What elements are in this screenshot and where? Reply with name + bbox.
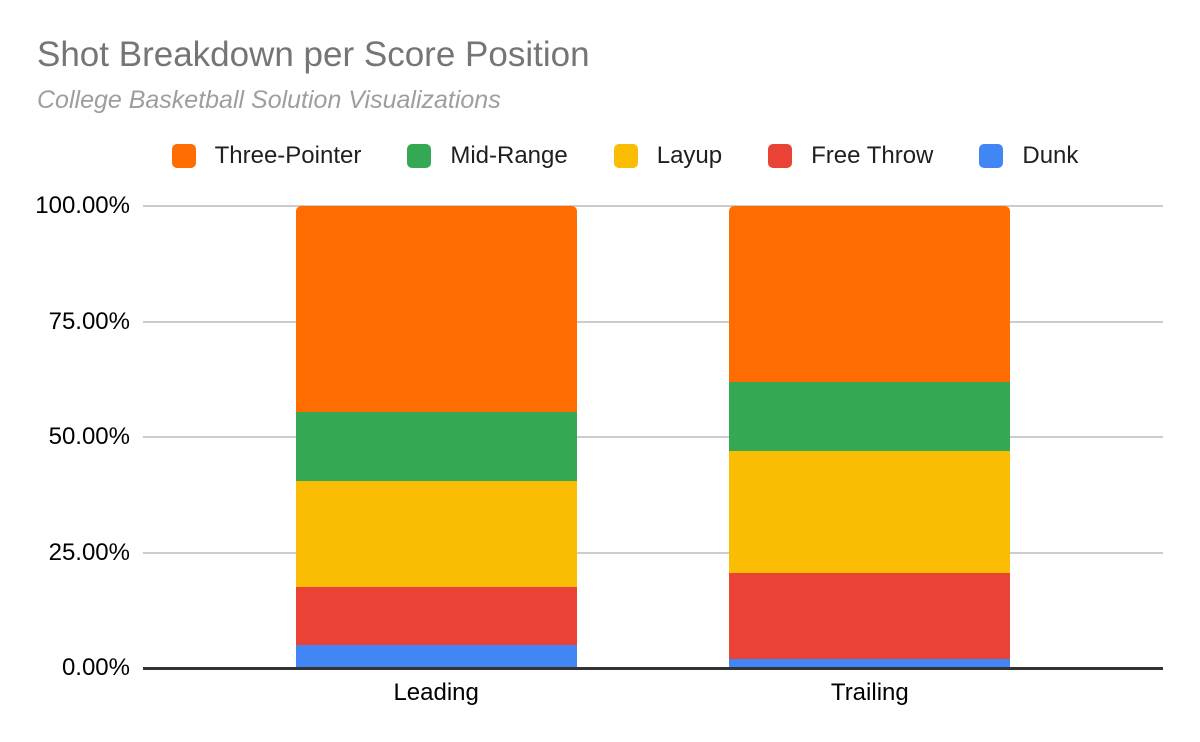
x-axis-line	[143, 667, 1163, 670]
chart-title: Shot Breakdown per Score Position	[37, 35, 590, 74]
bars	[143, 206, 1163, 668]
bar-trailing	[729, 206, 1011, 668]
gridline-100	[143, 205, 1163, 207]
legend-item-mid-range[interactable]: Mid-Range	[407, 142, 568, 170]
legend-label-dunk: Dunk	[1022, 142, 1079, 169]
bar-leading-segment-dunk[interactable]	[295, 644, 577, 668]
legend-swatch-dunk	[979, 144, 1004, 168]
chart-subtitle: College Basketball Solution Visualizatio…	[37, 86, 501, 114]
legend-swatch-three-pointer	[171, 144, 196, 168]
legend-label-free-throw: Free Throw	[811, 142, 934, 169]
legend: Three-Pointer Mid-Range Layup Free Throw Dun…	[0, 142, 1200, 170]
bar-leading-segment-mid-range[interactable]	[295, 411, 577, 481]
bar-leading	[295, 206, 577, 668]
y-tick-label-25: 25.00%	[48, 538, 130, 566]
gridline-25	[143, 551, 1163, 554]
gridline-75	[143, 320, 1163, 323]
legend-item-dunk[interactable]: Dunk	[979, 142, 1078, 170]
legend-swatch-free-throw	[768, 144, 793, 168]
x-label-leading: Leading	[393, 679, 479, 706]
legend-label-three-pointer: Three-Pointer	[214, 142, 362, 169]
legend-label-mid-range: Mid-Range	[450, 142, 568, 169]
bar-trailing-segment-free-throw[interactable]	[729, 573, 1011, 659]
legend-swatch-mid-range	[407, 144, 432, 168]
legend-label-layup: Layup	[656, 142, 723, 169]
y-tick-label-0: 0.00%	[61, 654, 130, 681]
bar-trailing-segment-layup[interactable]	[729, 450, 1011, 574]
y-tick-label-100: 100.00%	[35, 192, 130, 219]
legend-item-layup[interactable]: Layup	[613, 142, 723, 170]
y-tick-label-50: 50.00%	[48, 423, 130, 450]
x-label-trailing: Trailing	[830, 679, 909, 706]
bar-trailing-segment-three-pointer[interactable]	[729, 206, 1011, 382]
legend-item-three-pointer[interactable]: Three-Pointer	[171, 142, 362, 170]
bar-leading-segment-layup[interactable]	[295, 480, 577, 588]
bar-leading-segment-free-throw[interactable]	[295, 587, 577, 645]
y-tick-label-75: 75.00%	[48, 307, 130, 335]
bar-trailing-segment-mid-range[interactable]	[729, 381, 1011, 451]
bar-trailing-segment-dunk[interactable]	[729, 658, 1011, 668]
legend-swatch-layup	[613, 144, 638, 168]
bar-leading-segment-three-pointer[interactable]	[295, 206, 577, 412]
legend-item-free-throw[interactable]: Free Throw	[768, 142, 933, 170]
plot-area	[143, 205, 1163, 670]
gridline-50	[143, 436, 1163, 438]
